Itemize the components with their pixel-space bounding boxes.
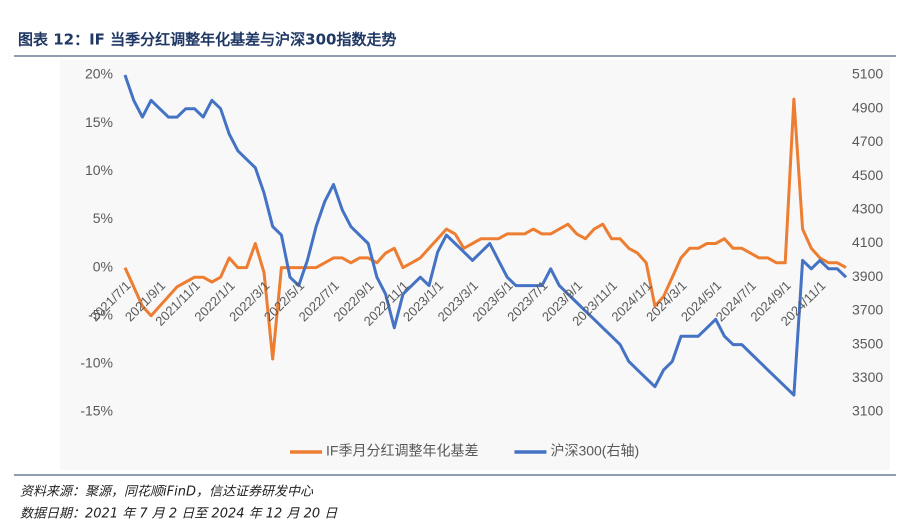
y2-tick-label: 3500 [852,335,883,351]
y-tick-label: -5% [88,306,113,322]
chart-title: 图表 12：IF 当季分红调整年化基差与沪深300指数走势 [18,31,396,49]
series-line [123,74,848,397]
y-tick-label: 5% [93,210,113,226]
y2-tick-label: 4900 [852,99,883,115]
y2-tick-label: 3300 [852,369,883,385]
legend-label: 沪深300(右轴) [550,443,639,459]
y2-tick-label: 3900 [852,268,883,284]
y-tick-label: -15% [80,403,113,419]
y-tick-label: 15% [85,114,113,130]
y2-tick-label: 4100 [852,234,883,250]
y-tick-label: 0% [93,258,113,274]
y-tick-label: 20% [85,66,113,82]
y2-tick-label: 4700 [852,133,883,149]
y-tick-label: -10% [80,355,113,371]
legend-label: IF季月分红调整年化基差 [326,443,478,459]
plot-background [60,60,890,470]
date-note: 数据日期：2021 年 7 月 2 日至 2024 年 12 月 20 日 [20,507,338,522]
y2-tick-label: 4300 [852,201,883,217]
y2-tick-label: 3100 [852,403,883,419]
y-tick-label: 10% [85,162,113,178]
source-note: 资料来源：聚源，同花顺iFinD，信达证券研发中心 [20,485,314,500]
series-line [123,97,847,361]
y2-tick-label: 4500 [852,167,883,183]
y2-tick-label: 5100 [852,66,883,82]
y2-tick-label: 3700 [852,302,883,318]
